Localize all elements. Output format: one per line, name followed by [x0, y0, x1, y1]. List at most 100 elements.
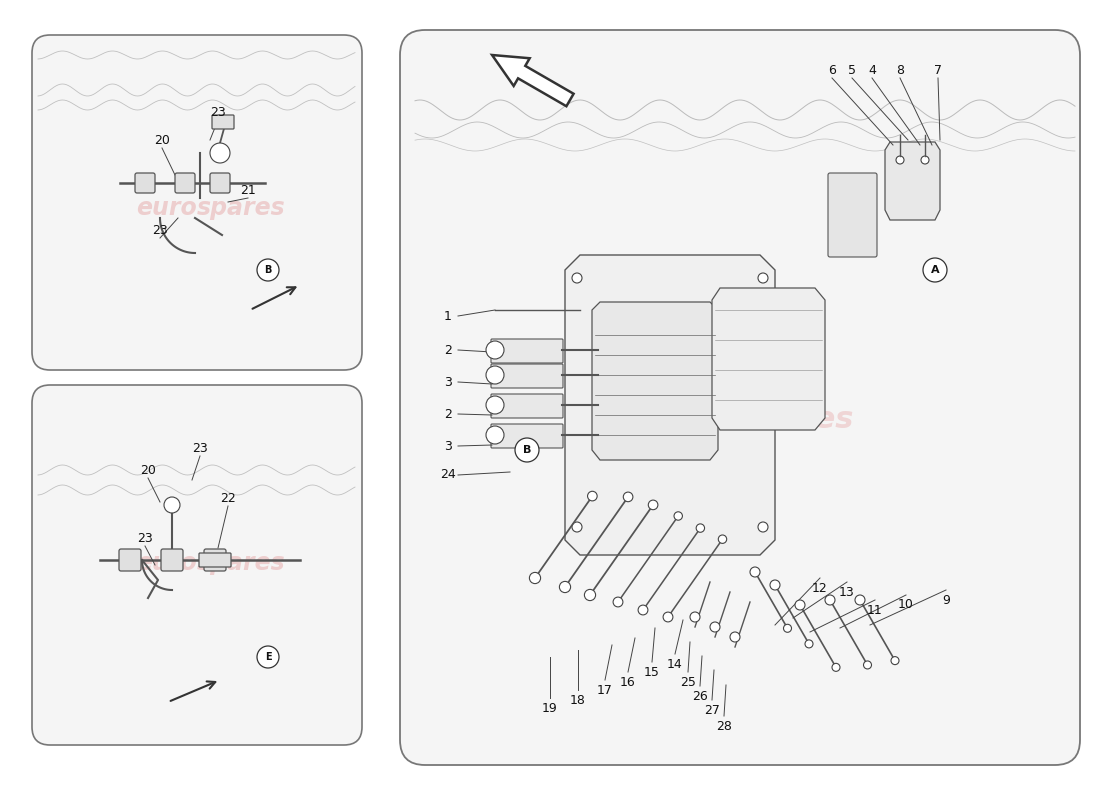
Circle shape — [638, 605, 648, 615]
Circle shape — [825, 595, 835, 605]
Text: 7: 7 — [934, 63, 942, 77]
Circle shape — [486, 426, 504, 444]
Polygon shape — [886, 142, 940, 220]
Circle shape — [486, 366, 504, 384]
Circle shape — [486, 396, 504, 414]
Circle shape — [529, 573, 540, 584]
Text: 5: 5 — [848, 63, 856, 77]
Text: 3: 3 — [444, 439, 452, 453]
Text: 3: 3 — [444, 375, 452, 389]
Text: B: B — [522, 445, 531, 455]
Circle shape — [584, 590, 595, 601]
Circle shape — [758, 522, 768, 532]
Text: 15: 15 — [645, 666, 660, 678]
Circle shape — [710, 622, 720, 632]
Text: euro: euro — [661, 406, 740, 434]
Circle shape — [770, 580, 780, 590]
Circle shape — [486, 341, 504, 359]
Text: 6: 6 — [828, 63, 836, 77]
FancyBboxPatch shape — [135, 173, 155, 193]
Circle shape — [805, 640, 813, 648]
Text: 8: 8 — [896, 63, 904, 77]
Circle shape — [921, 156, 929, 164]
Polygon shape — [592, 302, 718, 460]
Circle shape — [624, 492, 632, 502]
Circle shape — [663, 612, 673, 622]
Text: 16: 16 — [620, 675, 636, 689]
Text: 13: 13 — [839, 586, 855, 598]
FancyBboxPatch shape — [400, 30, 1080, 765]
Text: 27: 27 — [704, 703, 719, 717]
Text: A: A — [931, 265, 939, 275]
Text: spares: spares — [197, 196, 286, 220]
Text: spares: spares — [197, 551, 286, 575]
Circle shape — [164, 497, 180, 513]
Circle shape — [896, 156, 904, 164]
Circle shape — [572, 273, 582, 283]
FancyBboxPatch shape — [199, 553, 231, 567]
Circle shape — [696, 524, 705, 532]
Text: 14: 14 — [667, 658, 683, 670]
Circle shape — [587, 491, 597, 501]
Circle shape — [864, 661, 871, 669]
Circle shape — [674, 512, 682, 520]
FancyBboxPatch shape — [210, 173, 230, 193]
Circle shape — [210, 143, 230, 163]
Text: 4: 4 — [868, 63, 876, 77]
Circle shape — [257, 646, 279, 668]
FancyBboxPatch shape — [32, 35, 362, 370]
FancyBboxPatch shape — [491, 394, 563, 418]
FancyBboxPatch shape — [212, 115, 234, 129]
Circle shape — [648, 500, 658, 510]
Text: euro: euro — [136, 196, 197, 220]
Circle shape — [560, 582, 571, 593]
Text: B: B — [264, 265, 272, 275]
Text: spares: spares — [740, 406, 855, 434]
FancyBboxPatch shape — [491, 364, 563, 388]
Circle shape — [718, 535, 727, 543]
Text: 23: 23 — [192, 442, 208, 454]
Text: 22: 22 — [220, 491, 235, 505]
Text: euro: euro — [136, 551, 197, 575]
Text: 21: 21 — [240, 183, 256, 197]
Text: 26: 26 — [692, 690, 708, 702]
FancyBboxPatch shape — [32, 385, 362, 745]
Text: 23: 23 — [138, 531, 153, 545]
Text: 2: 2 — [444, 407, 452, 421]
FancyBboxPatch shape — [119, 549, 141, 571]
FancyBboxPatch shape — [175, 173, 195, 193]
Text: 18: 18 — [570, 694, 586, 706]
Text: E: E — [265, 652, 272, 662]
Circle shape — [783, 624, 792, 632]
Text: 1: 1 — [444, 310, 452, 322]
Circle shape — [832, 663, 840, 671]
Circle shape — [613, 597, 623, 607]
Text: 11: 11 — [867, 603, 883, 617]
Circle shape — [515, 438, 539, 462]
FancyBboxPatch shape — [204, 549, 226, 571]
Circle shape — [690, 612, 700, 622]
Text: 20: 20 — [140, 463, 156, 477]
Circle shape — [750, 567, 760, 577]
Text: 10: 10 — [898, 598, 914, 611]
FancyBboxPatch shape — [828, 173, 877, 257]
Polygon shape — [712, 288, 825, 430]
Text: 25: 25 — [680, 675, 696, 689]
Text: 28: 28 — [716, 719, 732, 733]
Polygon shape — [492, 55, 573, 106]
Circle shape — [855, 595, 865, 605]
Text: 23: 23 — [210, 106, 225, 118]
Text: 9: 9 — [942, 594, 950, 606]
Circle shape — [758, 273, 768, 283]
Circle shape — [257, 259, 279, 281]
Text: 23: 23 — [152, 223, 168, 237]
Text: 19: 19 — [542, 702, 558, 714]
Text: 20: 20 — [154, 134, 169, 146]
Circle shape — [572, 522, 582, 532]
Circle shape — [795, 600, 805, 610]
Circle shape — [923, 258, 947, 282]
FancyBboxPatch shape — [161, 549, 183, 571]
Text: 24: 24 — [440, 469, 455, 482]
Text: 12: 12 — [812, 582, 828, 594]
Text: 17: 17 — [597, 683, 613, 697]
